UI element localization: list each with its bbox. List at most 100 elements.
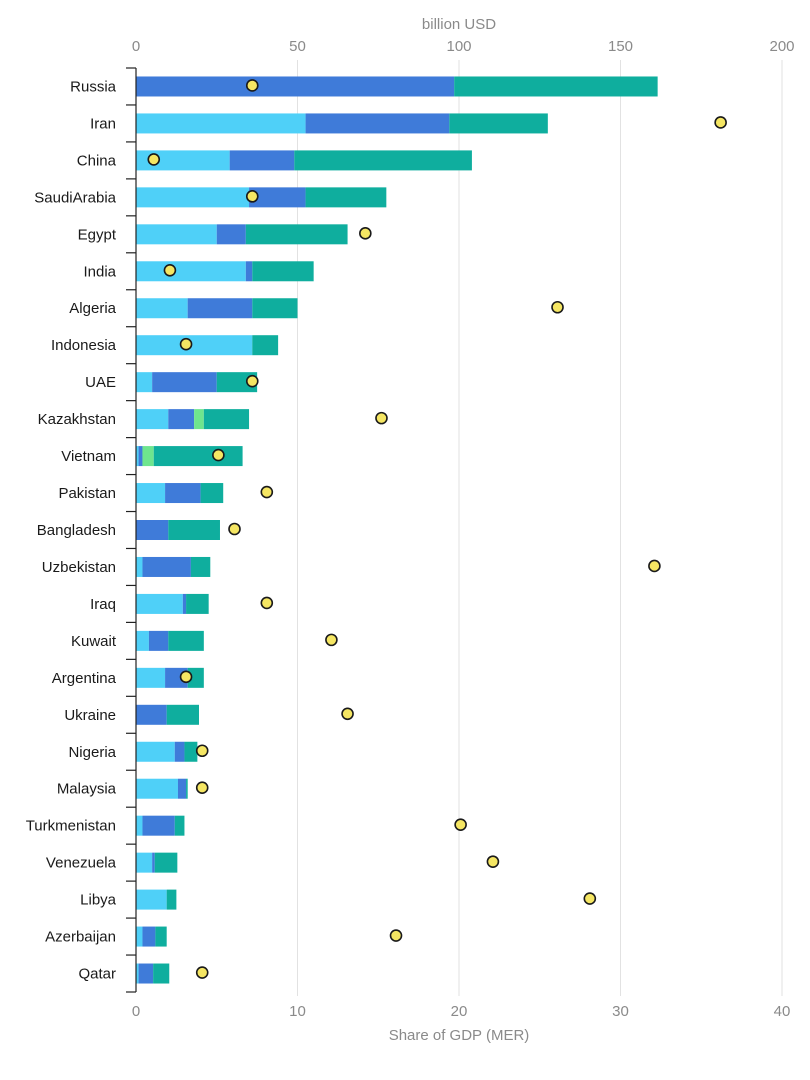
bar-segment-2: [142, 815, 175, 836]
share-of-gdp-point: [648, 559, 661, 573]
share-of-gdp-point: [260, 596, 274, 610]
bar-segment-1: [136, 667, 166, 688]
bar-segment-4: [168, 630, 204, 651]
top-tick-label: 150: [608, 38, 633, 55]
bar-segment-4: [153, 963, 170, 984]
bar-segment-2: [216, 224, 246, 245]
bar-segment-2: [136, 76, 455, 97]
bar-segment-2: [136, 520, 169, 540]
share-of-gdp-point: [260, 485, 274, 499]
category-label: SaudiArabia: [34, 189, 116, 206]
share-of-gdp-point: [389, 929, 403, 942]
bar-segment-2: [187, 298, 253, 319]
category-label: UAE: [85, 374, 116, 391]
bar-segment-1: [136, 335, 253, 356]
bar-segment-2: [152, 852, 155, 873]
bar-segment-4: [449, 113, 548, 134]
bar-segment-2: [177, 778, 187, 799]
category-label: Qatar: [78, 966, 116, 983]
bar-segment-4: [153, 446, 243, 467]
category-label: Indonesia: [51, 337, 117, 354]
top-axis-title: billion USD: [422, 16, 496, 33]
bottom-tick-label: 20: [451, 1003, 468, 1020]
category-label: India: [83, 263, 116, 280]
bar-segment-1: [136, 593, 183, 614]
share-of-gdp-point: [359, 227, 372, 240]
bar-segment-4: [174, 815, 185, 836]
bar-segment-4: [294, 150, 472, 171]
category-label: Uzbekistan: [42, 559, 116, 576]
category-label: Argentina: [52, 670, 117, 687]
bar-segment-2: [165, 483, 201, 504]
category-label: Kuwait: [71, 633, 117, 650]
bar-segment-4: [166, 704, 199, 725]
bar-segment-4: [168, 520, 220, 540]
bar-segment-1: [136, 113, 306, 134]
category-label: Bangladesh: [37, 522, 116, 539]
bar-segment-4: [155, 926, 167, 947]
bar-segment-4: [216, 372, 258, 393]
share-of-gdp-point: [195, 966, 209, 979]
bar-segment-4: [186, 593, 209, 614]
bar-segment-2: [168, 409, 195, 430]
stacked-bars: [136, 76, 658, 984]
category-label: Nigeria: [68, 744, 116, 761]
bar-segment-3: [142, 446, 154, 467]
bar-segment-1: [136, 556, 143, 577]
bar-segment-1: [136, 630, 149, 651]
share-of-gdp-point: [551, 300, 564, 314]
bar-segment-2: [174, 741, 185, 762]
bar-segment-4: [203, 409, 250, 430]
bar-segment-1: [136, 446, 139, 467]
share-of-gdp-point: [454, 818, 467, 831]
category-labels: Russia Iran China SaudiArabia Egypt India Alge…: [26, 78, 117, 982]
category-label: Russia: [70, 78, 117, 95]
bar-segment-1: [136, 409, 169, 430]
bar-segment-2: [142, 556, 191, 577]
bottom-axis-ticks: 0 10 20 30 40: [132, 1003, 791, 1020]
bar-segment-2: [152, 372, 217, 393]
bar-segment-1: [136, 372, 153, 393]
bar-segment-1: [136, 187, 250, 208]
bar-segment-1: [136, 889, 167, 910]
bottom-axis-title: Share of GDP (MER): [389, 1027, 530, 1044]
bar-segment-1: [136, 852, 153, 873]
bar-segment-2: [249, 187, 306, 208]
bar-segment-1: [136, 815, 143, 836]
share-of-gdp-markers: [147, 79, 727, 979]
bar-segment-4: [252, 261, 314, 282]
category-label: Egypt: [78, 226, 117, 243]
bar-segment-1: [136, 150, 230, 171]
bar-segment-4: [166, 889, 177, 910]
category-label: Venezuela: [46, 855, 117, 872]
bar-segment-2: [136, 704, 167, 725]
category-label: Ukraine: [64, 707, 116, 724]
bar-segment-1: [136, 926, 143, 947]
share-of-gdp-point: [163, 263, 177, 277]
share-of-gdp-point: [228, 522, 241, 536]
bar-segment-4: [252, 298, 298, 319]
bar-segment-2: [305, 113, 450, 134]
bar-segment-4: [187, 667, 204, 688]
category-label: Pakistan: [58, 485, 116, 502]
share-of-gdp-point: [325, 633, 338, 647]
bar-segment-4: [252, 335, 279, 356]
top-axis-ticks: 0 50 100 150 200: [132, 38, 795, 55]
bottom-tick-label: 10: [289, 1003, 306, 1020]
share-of-gdp-point: [583, 892, 597, 905]
bar-segment-1: [136, 483, 166, 504]
bar-segment-2: [229, 150, 295, 171]
category-label: Kazakhstan: [38, 411, 116, 428]
bar-segment-4: [190, 556, 211, 577]
share-of-gdp-point: [245, 190, 259, 203]
top-tick-label: 200: [769, 38, 794, 55]
bar-segment-1: [136, 741, 175, 762]
share-of-gdp-point: [341, 707, 354, 721]
bar-segment-4: [154, 852, 178, 873]
category-label: Azerbaijan: [45, 929, 116, 946]
bar-segment-1: [136, 261, 246, 282]
bar-segment-4: [200, 483, 224, 504]
bar-segment-1: [136, 224, 217, 245]
category-label: Libya: [80, 892, 117, 909]
